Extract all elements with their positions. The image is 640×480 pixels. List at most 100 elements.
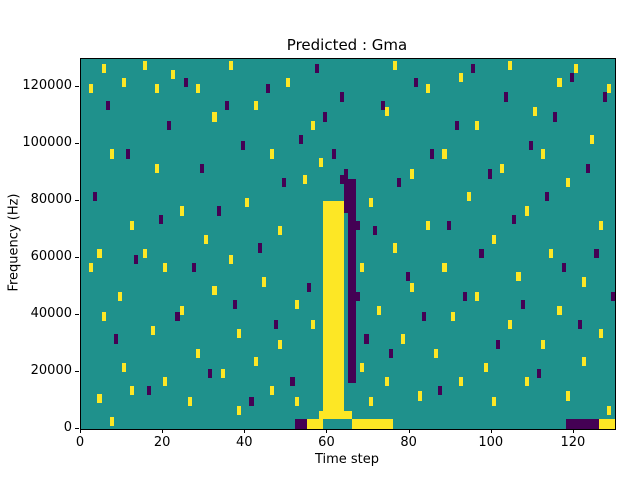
x-tick-label: 120: [560, 435, 586, 450]
heatmap-cell-high: [109, 416, 114, 427]
heatmap-cell-high: [122, 362, 127, 373]
heatmap-cell-high: [212, 112, 217, 122]
heatmap-cell-high: [187, 396, 192, 407]
heatmap-cell-low: [208, 368, 213, 378]
heatmap-cell-high: [278, 226, 283, 236]
heatmap-cell-high: [163, 377, 168, 387]
heatmap-cell-low: [602, 92, 607, 102]
heatmap-cell-high: [163, 263, 168, 273]
heatmap-cell-high: [384, 106, 390, 116]
heatmap-cell-low: [405, 271, 410, 281]
heatmap-cell-high: [237, 328, 242, 338]
heatmap-cell-high: [142, 61, 147, 71]
heatmap-cell-high: [278, 340, 283, 350]
heatmap-cell-low: [528, 140, 533, 151]
heatmap-cell-low: [352, 234, 357, 244]
heatmap-cell-high: [101, 63, 106, 74]
heatmap-cell-low: [413, 78, 418, 88]
heatmap-cell-high: [368, 396, 373, 407]
x-tick-mark: [244, 429, 246, 433]
heatmap-cell-low: [290, 377, 295, 387]
heatmap-cell-low: [323, 112, 328, 122]
heatmap-cell-low: [545, 192, 550, 202]
heatmap-cell-low: [578, 320, 583, 330]
y-tick-label: 40000: [30, 306, 72, 322]
heatmap-cell-high: [319, 157, 324, 168]
heatmap-cell-high: [196, 348, 201, 358]
x-tick-mark: [408, 429, 410, 433]
y-tick-mark: [75, 371, 79, 373]
heatmap-cell-high: [467, 192, 472, 202]
heatmap-cell-high: [150, 325, 155, 336]
heatmap-cell-high: [204, 234, 209, 244]
heatmap-cell-high: [483, 362, 488, 373]
x-tick-mark: [572, 429, 574, 433]
heatmap-cell-low: [183, 78, 188, 88]
y-tick-label: 0: [63, 420, 72, 435]
heatmap-cell-high: [286, 78, 291, 88]
heatmap-cell-low: [331, 149, 336, 159]
heatmap-cell-high: [549, 248, 554, 259]
heatmap-cell-high: [154, 163, 160, 173]
heatmap-cell-low: [569, 72, 574, 82]
heatmap-cell-high: [97, 248, 102, 259]
heatmap-region-low: [343, 172, 348, 213]
heatmap-cell-low: [512, 214, 517, 225]
heatmap-cell-high: [557, 305, 562, 316]
heatmap-region-high: [319, 410, 353, 420]
y-tick-mark: [75, 314, 79, 316]
heatmap-cell-low: [352, 277, 357, 287]
heatmap-cell-low: [463, 291, 468, 301]
x-tick-label: 40: [236, 435, 253, 450]
heatmap-cell-high: [245, 197, 250, 207]
heatmap-cell-high: [598, 328, 603, 338]
heatmap-cell-low: [479, 248, 484, 259]
heatmap-cell-low: [315, 63, 320, 74]
heatmap-cell-high: [360, 362, 365, 373]
heatmap-cell-high: [582, 277, 587, 287]
heatmap-cell-high: [311, 120, 316, 131]
heatmap-cell-high: [458, 377, 463, 387]
heatmap-cell-high: [573, 63, 579, 74]
heatmap-cell-high: [360, 263, 365, 273]
heatmap-cell-high: [582, 357, 587, 367]
heatmap-cell-low: [389, 348, 394, 358]
heatmap-cell-high: [524, 206, 529, 216]
heatmap-cell-high: [130, 220, 135, 230]
heatmap-cell-high: [97, 394, 102, 404]
heatmap-cell-high: [228, 61, 233, 71]
heatmap-region-high: [352, 419, 394, 429]
heatmap-cell-low: [298, 135, 303, 145]
heatmap-cell-high: [565, 391, 570, 401]
x-tick-mark: [490, 429, 492, 433]
heatmap-cell-high: [393, 61, 398, 71]
heatmap-cell-low: [487, 169, 492, 179]
heatmap-cell-low: [495, 340, 500, 350]
heatmap-cell-high: [458, 72, 463, 82]
heatmap-cell-high: [590, 135, 595, 145]
heatmap-cell-low: [372, 226, 377, 236]
heatmap-cell-high: [269, 385, 275, 395]
heatmap-cell-low: [306, 283, 312, 293]
heatmap-cell-low: [232, 300, 238, 310]
heatmap-cell-high: [491, 234, 496, 244]
heatmap-region-high: [598, 419, 615, 429]
heatmap-region-high: [306, 419, 324, 429]
heatmap-cell-high: [101, 311, 106, 321]
heatmap-cell-high: [606, 405, 611, 415]
y-tick-mark: [75, 86, 79, 88]
heatmap-cell-high: [450, 311, 455, 321]
heatmap-cell-low: [446, 220, 451, 230]
heatmap-cell-high: [261, 277, 266, 287]
heatmap-cell-high: [212, 285, 217, 296]
y-tick-label: 60000: [30, 249, 72, 265]
heatmap-cell-high: [565, 177, 570, 188]
x-tick-mark: [80, 429, 81, 433]
y-tick-label: 20000: [30, 363, 72, 379]
heatmap-cell-low: [257, 243, 262, 253]
heatmap-cell-low: [352, 320, 357, 330]
heatmap-cell-high: [508, 320, 513, 330]
heatmap-cell-high: [142, 248, 147, 259]
x-tick-label: 20: [153, 435, 171, 450]
heatmap-cell-low: [339, 92, 344, 102]
